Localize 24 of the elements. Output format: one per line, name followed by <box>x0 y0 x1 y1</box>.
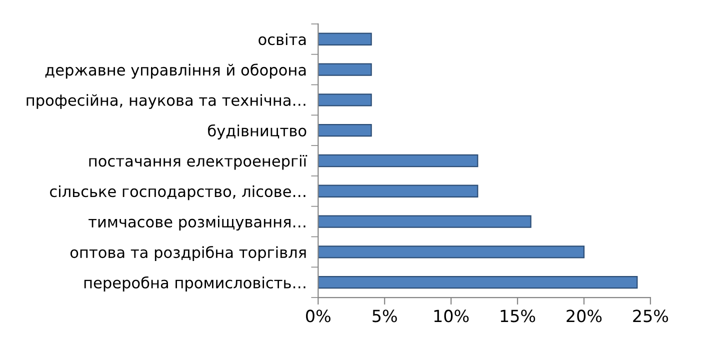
y-tick-label: переробна промисловість… <box>84 276 306 292</box>
bar <box>318 32 372 46</box>
y-tick-label: оптова та роздрібна торгівля <box>70 246 306 262</box>
bar <box>318 276 638 289</box>
x-tick-label: 25% <box>633 310 668 322</box>
bar <box>318 124 372 137</box>
x-tick-label: 10% <box>434 310 469 322</box>
y-tick-label: освіта <box>258 33 306 46</box>
bar <box>318 154 478 168</box>
x-tick-label: 15% <box>500 310 536 322</box>
y-tick-label: державне управління й оборона <box>45 64 306 79</box>
y-tick-label: тимчасове розміщування… <box>88 216 306 231</box>
x-tick-label: 5% <box>372 310 397 322</box>
bar <box>318 63 372 76</box>
x-tick-label: 20% <box>566 310 602 322</box>
y-tick-label: сільське господарство, лісове… <box>50 185 306 200</box>
y-tick-label: постачання електроенергії <box>89 154 308 170</box>
bar <box>318 246 585 258</box>
bar <box>318 215 532 228</box>
bar <box>318 184 478 198</box>
y-tick-label: професійна, наукова та технічна… <box>26 94 306 109</box>
x-tick-label: 0% <box>306 310 330 322</box>
y-tick-label: будівництво <box>208 124 306 140</box>
bar <box>318 94 372 106</box>
